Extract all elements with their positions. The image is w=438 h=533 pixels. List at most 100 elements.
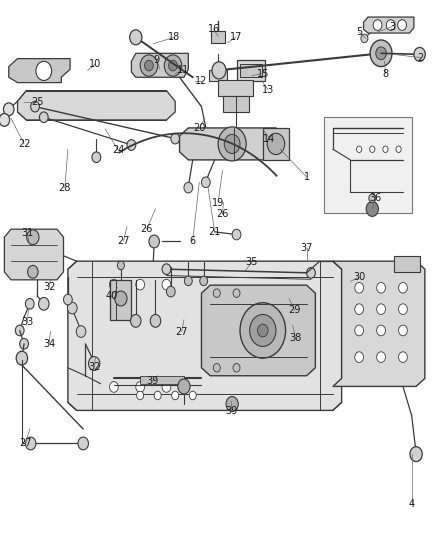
Circle shape [67,302,77,314]
Circle shape [213,289,220,297]
Text: 29: 29 [288,305,300,315]
Circle shape [399,282,407,293]
Text: 2: 2 [417,53,424,62]
Circle shape [369,194,376,203]
Circle shape [149,235,159,248]
Circle shape [4,103,14,116]
Circle shape [137,391,144,400]
Circle shape [130,30,142,45]
Circle shape [36,61,52,80]
Circle shape [0,114,10,126]
Text: 8: 8 [382,69,389,78]
Text: 6: 6 [190,236,196,246]
Circle shape [162,382,171,392]
Bar [218,80,253,96]
Text: 3: 3 [389,22,395,31]
Circle shape [240,303,286,358]
Text: 27: 27 [176,327,188,336]
Circle shape [355,282,364,293]
Circle shape [15,325,24,336]
Bar [211,31,225,43]
Text: 32: 32 [43,282,55,292]
Circle shape [399,304,407,314]
Circle shape [117,261,124,270]
Bar [140,376,184,384]
Circle shape [39,297,49,310]
Circle shape [355,352,364,362]
Text: 26: 26 [141,224,153,234]
Text: 16: 16 [208,25,220,34]
Circle shape [355,304,364,314]
Bar [209,70,227,81]
Circle shape [377,325,385,336]
Text: 25: 25 [31,98,43,107]
Circle shape [136,382,145,392]
Circle shape [154,391,161,400]
Circle shape [250,314,276,346]
Circle shape [355,325,364,336]
Text: 31: 31 [21,229,33,238]
Circle shape [164,55,182,76]
Circle shape [386,20,395,30]
Text: 17: 17 [230,33,242,42]
Circle shape [31,101,39,112]
Circle shape [218,127,246,161]
Circle shape [184,276,192,286]
Text: 9: 9 [154,55,160,64]
Text: 18: 18 [168,33,180,42]
Circle shape [27,230,39,245]
Bar [110,280,131,320]
Text: 35: 35 [246,257,258,267]
Circle shape [127,140,136,150]
Bar [394,256,420,272]
Circle shape [377,352,385,362]
Text: 5: 5 [356,27,362,37]
Circle shape [399,325,407,336]
Circle shape [377,304,385,314]
Circle shape [399,352,407,362]
Text: 27: 27 [117,236,130,246]
Circle shape [189,391,196,400]
Bar [324,117,412,213]
Circle shape [76,326,86,337]
Circle shape [200,276,208,286]
Circle shape [213,364,220,372]
Text: 37: 37 [300,243,313,253]
Text: 14: 14 [263,134,276,143]
Polygon shape [201,285,315,376]
Circle shape [171,133,180,144]
Circle shape [150,314,161,327]
Circle shape [233,364,240,372]
Circle shape [25,298,34,309]
Circle shape [39,112,48,123]
Circle shape [92,152,101,163]
Circle shape [162,279,171,290]
Text: 15: 15 [257,69,269,78]
Text: 33: 33 [21,318,33,327]
Circle shape [370,40,392,67]
Circle shape [16,351,28,365]
Circle shape [366,201,378,216]
Text: 38: 38 [290,334,302,343]
Text: 13: 13 [262,85,274,94]
Circle shape [370,146,375,152]
Text: 21: 21 [208,227,221,237]
Circle shape [25,437,36,450]
Circle shape [178,379,190,394]
Polygon shape [131,53,188,77]
Text: 28: 28 [59,183,71,192]
Circle shape [201,177,210,188]
Circle shape [184,182,193,193]
Circle shape [226,397,238,411]
Polygon shape [68,261,342,410]
Bar [223,96,249,112]
Circle shape [136,279,145,290]
Circle shape [166,286,175,297]
Circle shape [232,229,241,240]
Circle shape [307,268,315,278]
Circle shape [20,338,28,349]
Polygon shape [364,17,414,33]
Circle shape [224,134,240,154]
Text: 32: 32 [88,362,100,372]
Text: 40: 40 [106,291,118,301]
